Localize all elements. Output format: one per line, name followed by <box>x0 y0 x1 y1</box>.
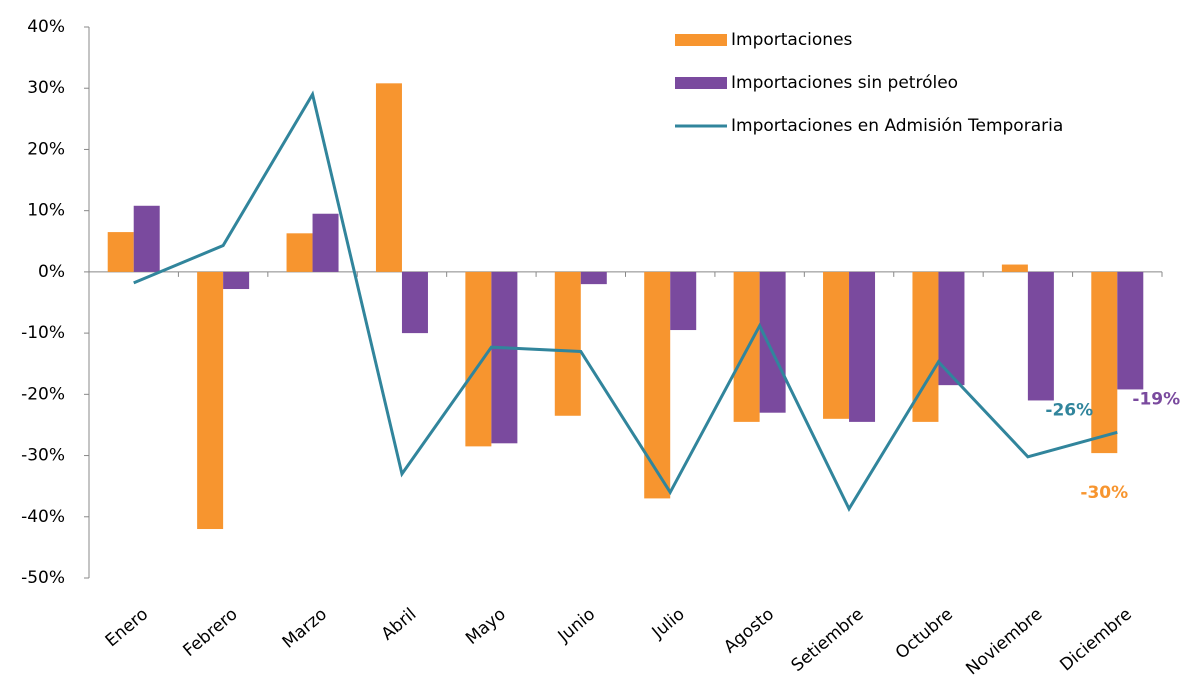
legend-label: Importaciones <box>731 30 853 50</box>
x-tick-label: Diciembre <box>1056 604 1135 675</box>
legend-swatch <box>675 77 727 89</box>
bar <box>1117 271 1144 390</box>
legend-label: Importaciones sin petróleo <box>731 73 958 93</box>
y-tick-label: -30% <box>21 446 65 466</box>
x-tick-label: Marzo <box>279 604 331 652</box>
bar <box>491 271 518 444</box>
bar <box>759 271 786 413</box>
bar <box>133 205 160 272</box>
bar <box>286 233 313 272</box>
y-tick-label: -50% <box>21 568 65 588</box>
bar <box>465 271 492 447</box>
y-tick-label: -20% <box>21 384 65 404</box>
x-tick-label: Noviembre <box>962 604 1046 679</box>
x-tick-label: Febrero <box>180 604 242 661</box>
bar <box>1027 271 1054 401</box>
bar <box>1091 271 1118 454</box>
bar <box>580 271 607 285</box>
line <box>133 90 1118 512</box>
bar <box>1001 264 1028 272</box>
y-tick-label: 20% <box>27 139 65 159</box>
x-tick-label: Setiembre <box>788 604 868 676</box>
bar <box>197 271 224 530</box>
x-tick-label: Julio <box>648 604 689 643</box>
bar <box>312 213 339 272</box>
bar <box>107 232 134 272</box>
x-tick-label: Junio <box>554 604 600 647</box>
y-tick-label: 10% <box>27 201 65 221</box>
bar <box>223 271 250 290</box>
y-tick-label: 30% <box>27 78 65 98</box>
bar <box>823 271 850 419</box>
bar <box>670 271 697 331</box>
bar <box>554 271 581 416</box>
legend-swatch <box>675 34 727 46</box>
x-tick-label: Enero <box>102 604 152 651</box>
x-tick-label: Abril <box>378 604 421 644</box>
value-label: -19% <box>1132 389 1180 409</box>
y-tick-label: -40% <box>21 507 65 527</box>
bar <box>849 271 876 422</box>
value-label: -30% <box>1080 483 1128 503</box>
bar <box>375 83 402 272</box>
y-tick-label: 0% <box>38 262 65 282</box>
y-tick-label: -10% <box>21 323 65 343</box>
x-tick-label: Octubre <box>892 604 957 663</box>
y-tick-label: 40% <box>27 17 65 37</box>
bar <box>644 271 671 499</box>
x-tick-label: Mayo <box>462 604 510 649</box>
x-tick-label: Agosto <box>720 604 778 657</box>
bar <box>401 271 428 334</box>
legend-label: Importaciones en Admisión Temporaria <box>731 116 1063 136</box>
value-label: -26% <box>1045 400 1093 420</box>
